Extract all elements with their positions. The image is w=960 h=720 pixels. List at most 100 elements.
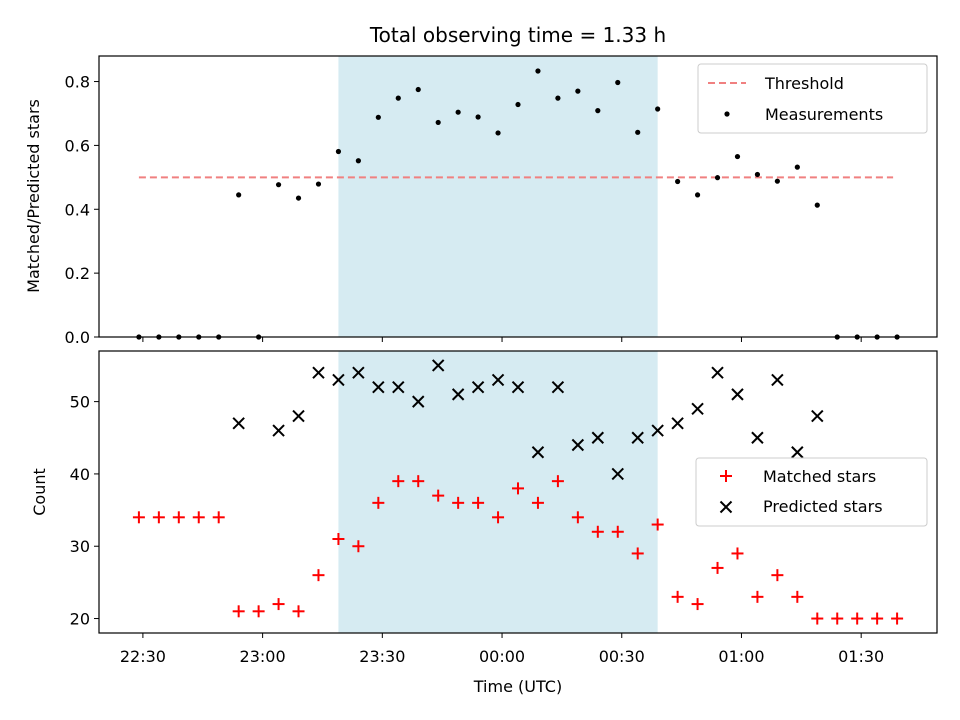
x-tick-label: 00:30 (599, 647, 645, 666)
measurement-point (754, 171, 761, 178)
matched-star-marker (891, 612, 904, 625)
measurement-point (555, 95, 561, 101)
top-axes-frame (98, 55, 938, 338)
matched-star-marker (432, 489, 445, 502)
legend-threshold-label: Threshold (764, 74, 844, 93)
bottom-y-tick-label: 40 (70, 465, 90, 484)
measurement-point (714, 175, 721, 181)
bottom-panel: 20 30 40 50 22:30 23:00 23:30 00:00 00:30 01:00 0… (30, 350, 938, 696)
matched-star-marker (551, 475, 564, 488)
predicted-star-marker (711, 366, 724, 379)
matched-star-marker (831, 612, 844, 625)
matched-star-marker (631, 547, 644, 560)
predicted-star-marker (651, 424, 664, 437)
measurement-point (575, 88, 581, 94)
measurement-point (495, 130, 501, 136)
matched-star-marker (292, 605, 305, 618)
bottom-axes-frame (98, 350, 938, 634)
matched-star-marker (571, 511, 584, 524)
bottom-legend-box (695, 457, 928, 527)
measurement-point (415, 86, 421, 93)
matched-star-marker (312, 569, 325, 582)
x-tick-label: 23:30 (359, 647, 405, 666)
x-tick-label: 01:30 (838, 647, 884, 666)
top-y-tick-label: 0.2 (65, 264, 90, 283)
legend-measurements-label: Measurements (765, 105, 883, 124)
matched-star-marker (531, 496, 544, 509)
predicted-star-marker (392, 380, 405, 394)
top-y-tick-label: 0.0 (65, 328, 90, 347)
top-x-ticks (142, 337, 862, 342)
predicted-star-marker (431, 359, 445, 372)
measurement-point (615, 79, 621, 86)
matched-star-marker (811, 612, 824, 625)
legend-matched-swatch (720, 470, 732, 482)
matched-star-marker (751, 590, 764, 603)
predicted-star-marker (691, 402, 704, 416)
matched-star-marker (332, 533, 345, 545)
bottom-y-tick-label: 50 (70, 393, 90, 412)
measurement-point (694, 192, 701, 198)
measurement-point (375, 114, 381, 120)
matched-star-marker (771, 569, 784, 582)
matched-star-marker (212, 511, 225, 524)
measurement-point (435, 119, 441, 126)
predicted-star-marker (611, 467, 624, 481)
chart-title: Total observing time = 1.33 h (369, 23, 666, 47)
predicted-star-marker (352, 366, 365, 379)
predicted-star-marker (591, 431, 605, 444)
predicted-star-markers (232, 359, 824, 481)
matched-star-marker (152, 511, 165, 524)
measurement-point (335, 148, 342, 155)
matched-star-marker (252, 605, 265, 618)
top-legend-box (697, 63, 928, 134)
matched-star-marker (871, 612, 884, 625)
x-tick-label: 01:00 (718, 647, 764, 666)
predicted-star-marker (412, 395, 425, 408)
matched-star-marker (711, 561, 724, 574)
measurement-point (595, 108, 601, 114)
measurement-point (635, 129, 641, 135)
matched-star-marker (671, 590, 684, 603)
matched-star-marker (392, 475, 405, 488)
bottom-x-ticks: 22:30 23:00 23:30 00:00 00:30 01:00 01:30 (120, 633, 884, 666)
predicted-star-marker (332, 373, 345, 387)
matched-star-marker (412, 475, 425, 488)
measurement-point (355, 158, 361, 164)
legend-measurements-swatch (724, 111, 730, 117)
matched-star-marker (192, 511, 205, 524)
predicted-star-marker (671, 417, 684, 430)
legend-predicted-label: Predicted stars (763, 497, 883, 516)
legend-matched-label: Matched stars (763, 467, 876, 486)
x-axis-label: Time (UTC) (473, 677, 562, 696)
matched-star-marker (611, 525, 624, 538)
top-y-tick-label: 0.4 (65, 200, 90, 219)
measurement-point (475, 114, 481, 120)
bottom-legend: Matched stars Predicted stars (695, 457, 928, 527)
measurement-point (535, 68, 541, 74)
matched-star-marker (591, 525, 604, 538)
measurement-point (515, 101, 521, 108)
measurement-point (774, 178, 780, 184)
measurement-point (315, 181, 322, 187)
predicted-star-marker (372, 380, 385, 394)
measurement-point (734, 153, 741, 160)
matched-star-marker (372, 496, 385, 509)
bottom-y-tick-label: 20 (70, 610, 90, 629)
predicted-star-marker (531, 446, 545, 459)
top-legend: Threshold Measurements (697, 63, 928, 134)
predicted-star-marker (312, 366, 325, 379)
matched-star-marker (791, 590, 804, 603)
measurement-point (455, 109, 461, 115)
matched-star-marker (651, 518, 664, 531)
predicted-star-marker (751, 431, 764, 444)
top-panel: 0.00.20.40.60.8 Matched/Predicted stars … (24, 55, 938, 347)
x-tick-label: 22:30 (120, 647, 166, 666)
measurement-point (814, 202, 820, 208)
measurement-point (675, 178, 681, 185)
bottom-highlight-span (338, 351, 658, 633)
bottom-y-axis-label: Count (30, 468, 49, 516)
matched-star-marker (512, 482, 524, 495)
predicted-star-marker (491, 373, 505, 387)
